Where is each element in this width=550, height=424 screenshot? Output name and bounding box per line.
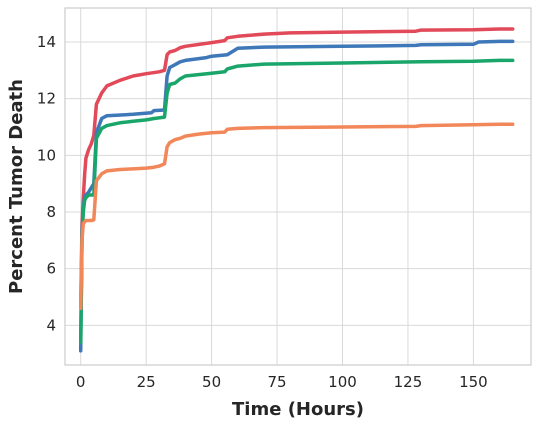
- tick-labels: 0 25 50 75 100 125 150 4 6 8 10 12 14: [37, 33, 488, 391]
- y-tick-label: 8: [46, 203, 56, 221]
- x-axis-label: Time (Hours): [232, 399, 364, 420]
- y-tick-label: 14: [37, 33, 56, 51]
- y-axis-label: Percent Tumor Death: [6, 79, 27, 294]
- gridlines: [65, 8, 531, 365]
- series-line: [78, 39, 515, 353]
- x-tick-label: 50: [202, 373, 221, 391]
- series-line: [78, 58, 515, 345]
- y-tick-label: 6: [46, 260, 56, 278]
- series-line: [78, 122, 515, 311]
- series-line: [78, 27, 515, 308]
- y-tick-label: 10: [37, 146, 56, 164]
- x-tick-label: 125: [394, 373, 423, 391]
- x-tick-label: 150: [459, 373, 488, 391]
- plot-area-frame: [64, 7, 532, 366]
- x-tick-label: 0: [76, 373, 86, 391]
- x-tick-label: 25: [137, 373, 156, 391]
- series-lines: [78, 27, 515, 353]
- x-tick-label: 100: [328, 373, 357, 391]
- y-tick-label: 12: [37, 90, 56, 108]
- x-tick-label: 75: [268, 373, 287, 391]
- y-tick-label: 4: [46, 316, 56, 334]
